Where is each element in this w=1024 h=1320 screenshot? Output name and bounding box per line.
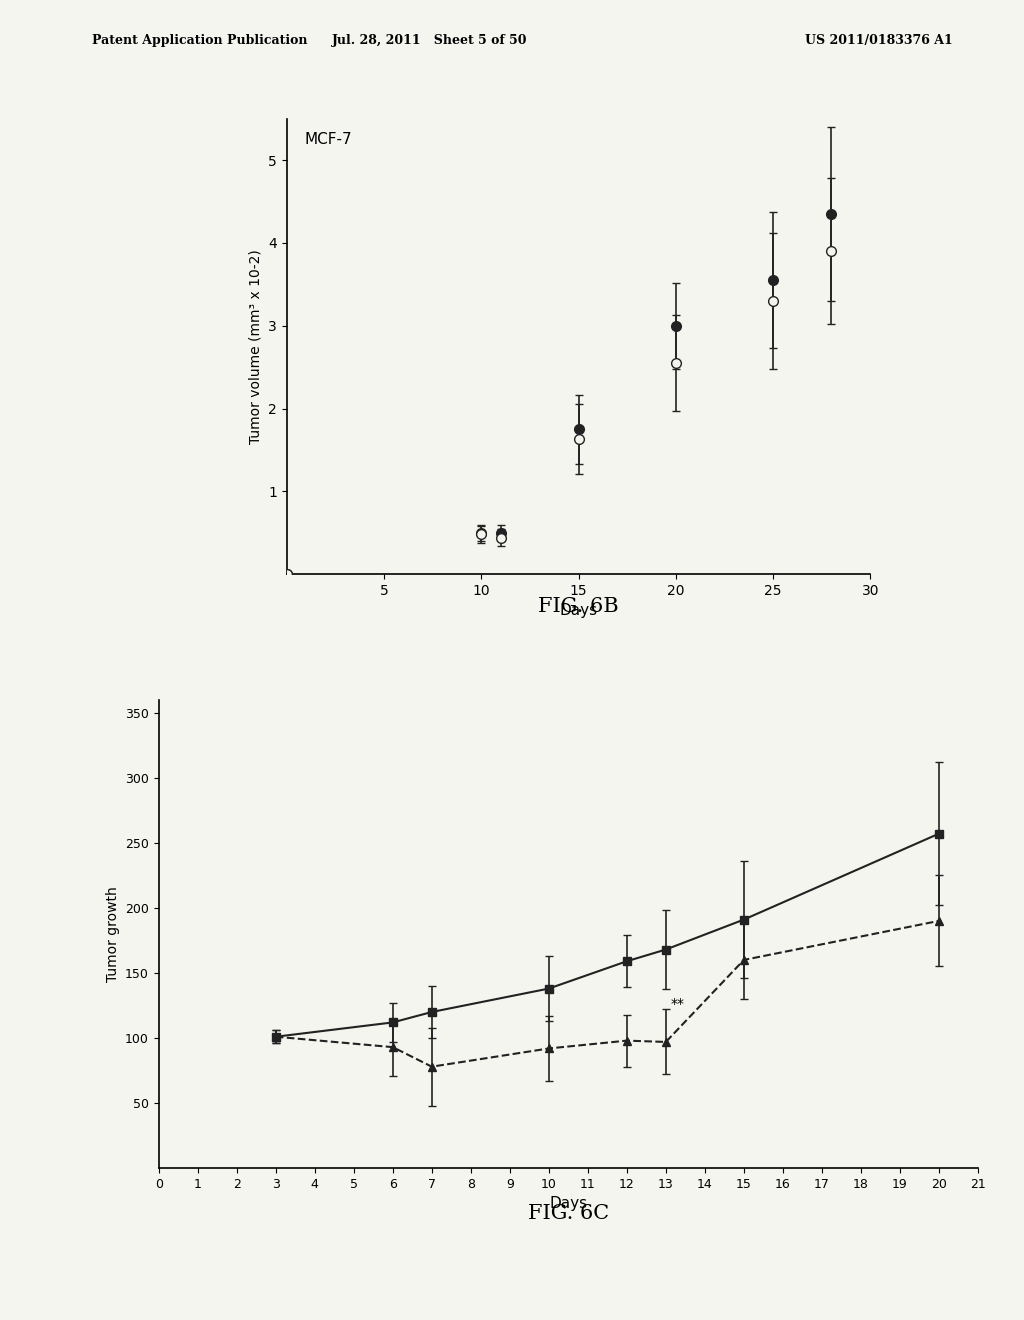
Text: FIG. 6C: FIG. 6C bbox=[527, 1204, 609, 1222]
Y-axis label: Tumor volume (mm³ x 10-2): Tumor volume (mm³ x 10-2) bbox=[249, 249, 262, 444]
X-axis label: Days: Days bbox=[549, 1196, 588, 1212]
Text: Patent Application Publication: Patent Application Publication bbox=[92, 34, 307, 48]
Y-axis label: Tumor growth: Tumor growth bbox=[105, 886, 120, 982]
Text: **: ** bbox=[671, 997, 685, 1011]
Text: Jul. 28, 2011   Sheet 5 of 50: Jul. 28, 2011 Sheet 5 of 50 bbox=[333, 34, 527, 48]
Text: US 2011/0183376 A1: US 2011/0183376 A1 bbox=[805, 34, 952, 48]
X-axis label: Days: Days bbox=[559, 603, 598, 619]
Text: FIG. 6B: FIG. 6B bbox=[539, 597, 618, 615]
Text: MCF-7: MCF-7 bbox=[304, 132, 352, 148]
